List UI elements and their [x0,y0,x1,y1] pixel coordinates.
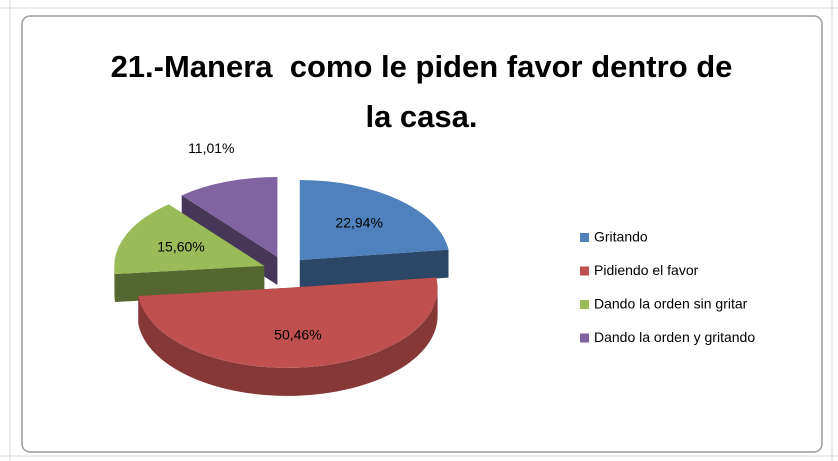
slice-wall [114,265,116,302]
chart-title: 21.-Manera como le piden favor dentro de… [110,49,733,134]
slice-top [299,179,449,260]
pie-slice [299,179,449,288]
legend-swatch [580,266,589,276]
legend-label: Pidiendo el favor [594,262,699,278]
slice-wall [138,287,438,396]
data-label: 15,60% [157,238,204,254]
pie: 22,94% 50,46% 15,60% 11,01% [114,140,449,396]
slice-top [138,277,438,368]
slice-top [181,176,278,257]
pie-slice [138,277,438,396]
legend-swatch [580,233,589,242]
legend-label: Dando la orden sin gritar [594,296,748,312]
slice-top [114,204,265,274]
legend: Gritando Pidiendo el favor Dando la orden … [580,229,755,345]
data-label: 50,46% [274,326,321,342]
legend-label: Gritando [594,229,648,245]
legend-swatch [580,300,589,309]
data-label: 11,01% [188,140,234,156]
slice-side [299,249,449,288]
legend-label: Dando la orden y gritando [594,329,755,345]
data-label: 22,94% [335,215,382,231]
legend-swatch [580,333,589,343]
